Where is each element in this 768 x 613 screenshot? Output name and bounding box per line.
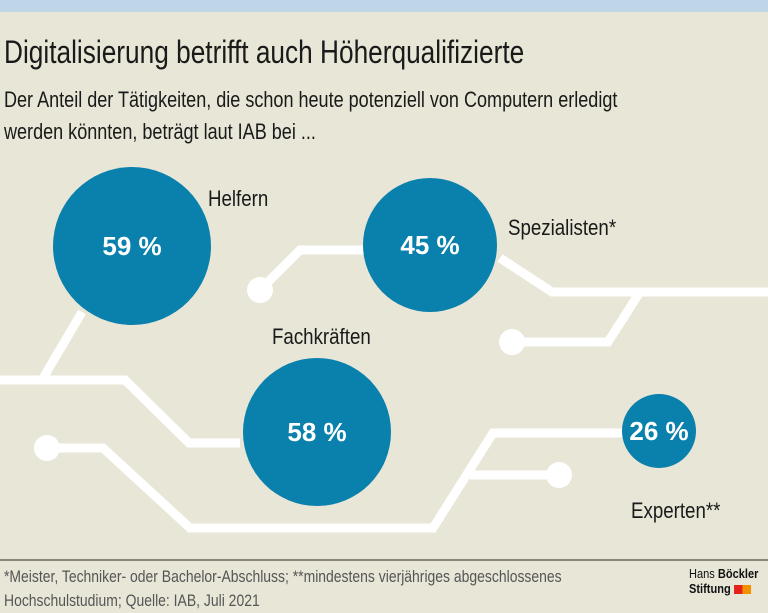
circuit-node bbox=[247, 277, 273, 303]
circuit-line-fachkraefte bbox=[0, 375, 240, 448]
logo-orange-square bbox=[742, 585, 751, 594]
footnote: *Meister, Techniker- oder Bachelor-Absch… bbox=[4, 565, 562, 613]
circuit-line-helfern bbox=[0, 309, 86, 385]
circuit-node bbox=[499, 329, 525, 355]
label-experten: Experten** bbox=[631, 498, 721, 523]
subtitle-line-2: werden könnten, beträgt laut IAB bei ... bbox=[4, 119, 316, 144]
chart-title: Digitalisierung betrifft auch Höherquali… bbox=[4, 34, 525, 70]
top-bar bbox=[0, 0, 768, 12]
circuit-node bbox=[546, 462, 572, 488]
circuit-line-spezialisten-right bbox=[497, 254, 768, 297]
bubble-3 bbox=[622, 394, 696, 468]
circuit-node bbox=[34, 435, 60, 461]
bubble-value-label: 59 % bbox=[102, 231, 161, 261]
bubble-value-label: 58 % bbox=[287, 417, 346, 447]
circuit-line-spezialisten-left bbox=[256, 245, 365, 294]
logo-red-square bbox=[733, 585, 743, 594]
logo-text-stiftung: Stiftung bbox=[689, 581, 731, 596]
chart-subtitle: Der Anteil der Tätigkeiten, die schon he… bbox=[4, 84, 617, 148]
logo-text-boeckler: Böckler bbox=[717, 566, 759, 581]
footnote-line-2: Hochschulstudium; Quelle: IAB, Juli 2021 bbox=[4, 591, 260, 610]
bubble-1 bbox=[363, 178, 497, 312]
footer-divider bbox=[0, 559, 768, 561]
subtitle-line-1: Der Anteil der Tätigkeiten, die schon he… bbox=[4, 87, 618, 112]
circuit-line-branch bbox=[512, 289, 644, 347]
bubble-value-label: 45 % bbox=[400, 230, 459, 260]
bubble-0 bbox=[53, 167, 211, 325]
label-helfern: Helfern bbox=[208, 186, 269, 211]
footnote-line-1: *Meister, Techniker- oder Bachelor-Absch… bbox=[4, 567, 562, 586]
circuit-line-bottom bbox=[47, 428, 625, 533]
bubble-2 bbox=[243, 358, 391, 506]
label-spezialisten: Spezialisten* bbox=[508, 215, 617, 240]
label-fachkraefte: Fachkräften bbox=[272, 324, 371, 349]
logo-text-hans: Hans bbox=[689, 566, 718, 581]
bubble-value-label: 26 % bbox=[629, 416, 688, 446]
hans-boeckler-logo: Hans Böckler Stiftung bbox=[689, 566, 758, 596]
